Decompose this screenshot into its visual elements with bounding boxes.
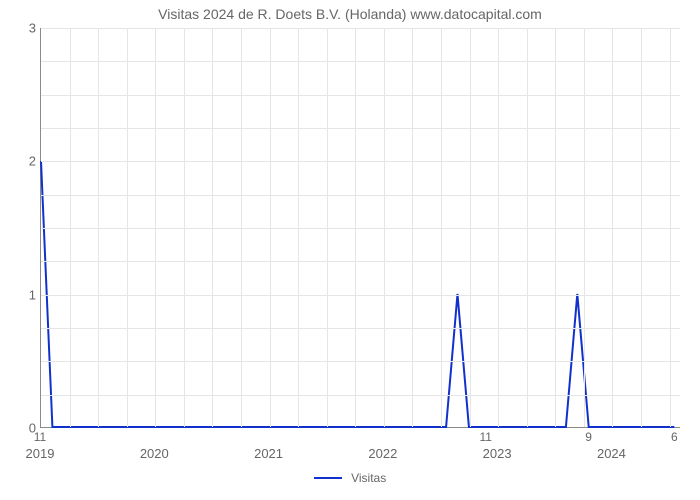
- x-value-label: 6: [671, 430, 678, 444]
- y-tick-label: 0: [6, 421, 36, 436]
- x-value-label: 11: [34, 430, 46, 444]
- grid-line-horizontal: [41, 95, 680, 96]
- legend-swatch: [314, 477, 342, 479]
- x-tick-label: 2024: [597, 446, 626, 461]
- grid-line-horizontal: [41, 61, 680, 62]
- y-tick-label: 2: [6, 154, 36, 169]
- x-tick-label: 2022: [368, 446, 397, 461]
- x-tick-label: 2020: [140, 446, 169, 461]
- grid-line-horizontal: [41, 328, 680, 329]
- grid-line-horizontal: [41, 161, 680, 162]
- x-tick-label: 2019: [26, 446, 55, 461]
- grid-line-horizontal: [41, 28, 680, 29]
- chart-title: Visitas 2024 de R. Doets B.V. (Holanda) …: [0, 6, 700, 22]
- grid-line-horizontal: [41, 295, 680, 296]
- y-tick-label: 1: [6, 287, 36, 302]
- grid-line-horizontal: [41, 395, 680, 396]
- x-value-label: 9: [585, 430, 592, 444]
- grid-line-horizontal: [41, 195, 680, 196]
- x-value-label: 11: [479, 430, 491, 444]
- y-tick-label: 3: [6, 21, 36, 36]
- legend: Visitas: [0, 470, 700, 485]
- legend-label: Visitas: [351, 471, 386, 485]
- grid-line-horizontal: [41, 128, 680, 129]
- grid-line-horizontal: [41, 228, 680, 229]
- x-tick-label: 2021: [254, 446, 283, 461]
- plot-area: [40, 28, 680, 428]
- x-tick-label: 2023: [483, 446, 512, 461]
- grid-line-horizontal: [41, 261, 680, 262]
- grid-line-horizontal: [41, 361, 680, 362]
